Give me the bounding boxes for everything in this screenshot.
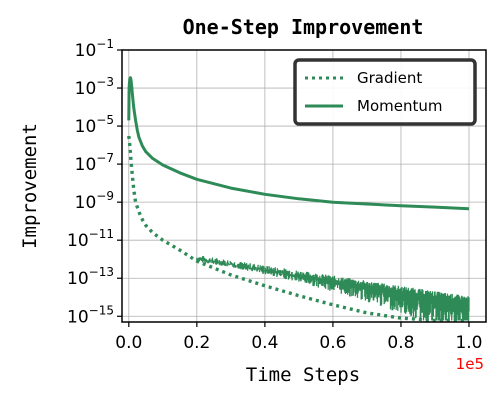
x-tick-label: 0.0 bbox=[115, 333, 142, 353]
x-axis-label: Time Steps bbox=[246, 364, 360, 386]
y-tick-label: 10−7 bbox=[75, 151, 114, 175]
y-axis-ticks: 10−1 10−3 10−5 10−7 10−9 10−11 10−13 10−15 bbox=[67, 37, 122, 327]
x-tick-label: 0.6 bbox=[319, 333, 346, 353]
x-tick-label: 0.8 bbox=[387, 333, 414, 353]
y-axis-label: Improvement bbox=[19, 123, 41, 249]
y-tick-label: 10−15 bbox=[67, 303, 114, 327]
x-tick-label: 1.0 bbox=[455, 333, 482, 353]
series-line-momentum bbox=[127, 76, 470, 211]
x-tick-label: 0.4 bbox=[251, 333, 278, 353]
gradient-noise-band bbox=[196, 256, 470, 321]
plot-area bbox=[127, 76, 470, 322]
y-tick-label: 10−1 bbox=[75, 37, 114, 61]
plot-frame bbox=[121, 49, 487, 323]
y-tick-label: 10−11 bbox=[67, 227, 114, 251]
legend-label-momentum: Momentum bbox=[357, 97, 442, 115]
x-axis-ticks: 0.0 0.2 0.4 0.6 0.8 1.0 bbox=[115, 322, 483, 353]
y-tick-label: 10−5 bbox=[75, 113, 114, 137]
y-tick-label: 10−9 bbox=[75, 189, 114, 213]
legend: Gradient Momentum bbox=[293, 58, 477, 126]
series-line-gradient bbox=[127, 135, 469, 322]
y-tick-label: 10−13 bbox=[67, 265, 114, 289]
x-tick-label: 0.2 bbox=[183, 333, 210, 353]
legend-label-gradient: Gradient bbox=[357, 69, 422, 87]
legend-box bbox=[293, 58, 477, 126]
x-axis-offset-label: 1e5 bbox=[456, 355, 484, 373]
chart-title: One-Step Improvement bbox=[183, 15, 424, 39]
y-tick-label: 10−3 bbox=[75, 75, 114, 99]
